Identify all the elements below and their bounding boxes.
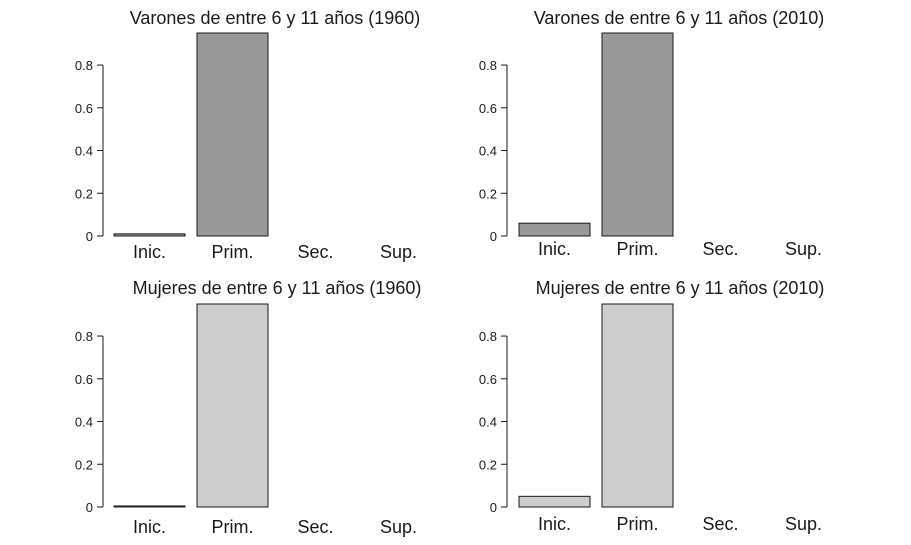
y-tick-label: 0.8 bbox=[75, 329, 93, 344]
category-label: Sup. bbox=[785, 239, 822, 259]
category-label: Sec. bbox=[702, 514, 738, 534]
panel-title: Mujeres de entre 6 y 11 años (2010) bbox=[536, 278, 825, 298]
category-label: Prim. bbox=[617, 239, 659, 259]
y-tick-label: 0.4 bbox=[75, 144, 93, 159]
bar-prim bbox=[196, 303, 269, 508]
panel-varones-2010: Varones de entre 6 y 11 años (2010) 0 0.2 0… bbox=[479, 8, 824, 259]
y-tick-label: 0.2 bbox=[479, 457, 497, 472]
y-tick-label: 0.4 bbox=[479, 144, 497, 159]
y-tick-label: 0 bbox=[86, 500, 93, 515]
category-label: Sec. bbox=[702, 239, 738, 259]
panel-mujeres-2010: Mujeres de entre 6 y 11 años (2010) 0 0.2 0… bbox=[479, 278, 825, 534]
y-tick-label: 0.6 bbox=[75, 372, 93, 387]
y-tick-label: 0.2 bbox=[479, 186, 497, 201]
y-tick-label: 0 bbox=[490, 229, 497, 244]
y-tick-label: 0.2 bbox=[75, 186, 93, 201]
category-label: Sec. bbox=[297, 517, 333, 537]
category-label: Sup. bbox=[380, 517, 417, 537]
category-label: Inic. bbox=[133, 242, 166, 262]
category-label: Sup. bbox=[380, 242, 417, 262]
bar-inic bbox=[518, 222, 591, 237]
category-label: Inic. bbox=[538, 514, 571, 534]
category-label: Sec. bbox=[297, 242, 333, 262]
panel-mujeres-1960: Mujeres de entre 6 y 11 años (1960) 0 0.2 0… bbox=[75, 278, 422, 537]
bar-inic bbox=[113, 233, 186, 237]
panel-title: Varones de entre 6 y 11 años (2010) bbox=[534, 8, 825, 28]
y-tick-label: 0.8 bbox=[75, 58, 93, 73]
y-tick-label: 0.6 bbox=[479, 372, 497, 387]
y-tick-label: 0.4 bbox=[479, 415, 497, 430]
panel-varones-1960: Varones de entre 6 y 11 años (1960) 0 0.2 0… bbox=[75, 8, 420, 262]
y-tick-label: 0.4 bbox=[75, 415, 93, 430]
y-tick-label: 0.8 bbox=[479, 58, 497, 73]
bar-prim bbox=[196, 32, 269, 237]
y-tick-label: 0 bbox=[86, 229, 93, 244]
category-label: Prim. bbox=[212, 517, 254, 537]
y-tick-label: 0.8 bbox=[479, 329, 497, 344]
panel-title: Varones de entre 6 y 11 años (1960) bbox=[130, 8, 421, 28]
y-tick-label: 0.6 bbox=[479, 101, 497, 116]
category-label: Sup. bbox=[785, 514, 822, 534]
bar-prim bbox=[601, 303, 674, 508]
panel-title: Mujeres de entre 6 y 11 años (1960) bbox=[133, 278, 422, 298]
category-label: Inic. bbox=[133, 517, 166, 537]
y-tick-label: 0.6 bbox=[75, 101, 93, 116]
category-label: Prim. bbox=[212, 242, 254, 262]
category-label: Inic. bbox=[538, 239, 571, 259]
bar-inic bbox=[113, 505, 186, 508]
y-tick-label: 0 bbox=[490, 500, 497, 515]
category-label: Prim. bbox=[617, 514, 659, 534]
bar-prim bbox=[601, 32, 674, 237]
y-tick-label: 0.2 bbox=[75, 457, 93, 472]
bar-inic bbox=[518, 495, 591, 508]
